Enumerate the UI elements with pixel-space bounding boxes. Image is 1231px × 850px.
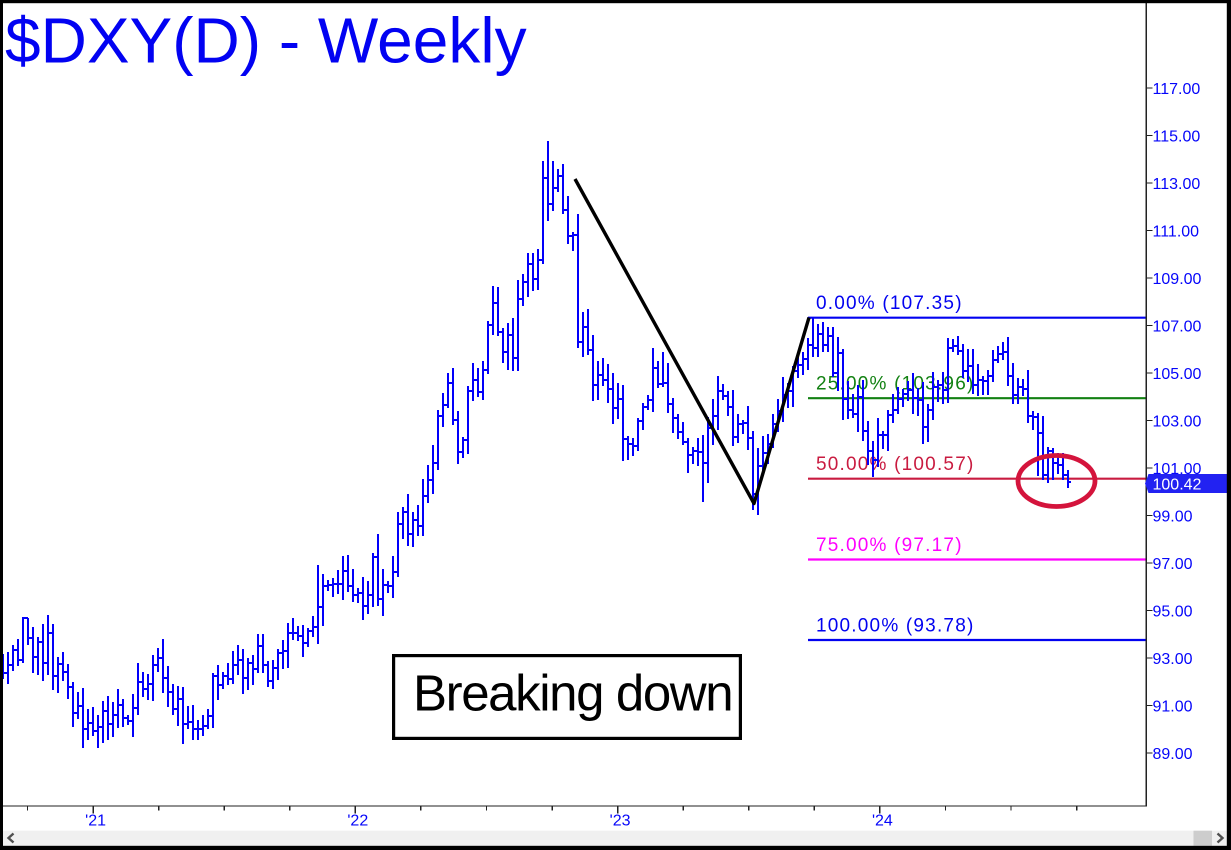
svg-text:115.00: 115.00 <box>1153 128 1201 145</box>
svg-text:100.42: 100.42 <box>1153 476 1202 493</box>
svg-text:99.00: 99.00 <box>1153 508 1193 525</box>
svg-text:'21: '21 <box>85 813 106 830</box>
svg-text:105.00: 105.00 <box>1153 366 1202 383</box>
svg-text:93.00: 93.00 <box>1153 651 1193 668</box>
svg-text:97.00: 97.00 <box>1153 556 1193 573</box>
svg-text:0.00% (107.35): 0.00% (107.35) <box>816 293 963 314</box>
svg-text:113.00: 113.00 <box>1153 176 1201 193</box>
svg-text:$DXY(D) - Weekly: $DXY(D) - Weekly <box>5 5 527 77</box>
svg-text:117.00: 117.00 <box>1153 81 1201 98</box>
svg-text:109.00: 109.00 <box>1153 271 1202 288</box>
svg-text:103.00: 103.00 <box>1153 413 1202 430</box>
svg-text:100.00% (93.78): 100.00% (93.78) <box>816 615 975 636</box>
svg-text:'22: '22 <box>347 813 368 830</box>
svg-text:91.00: 91.00 <box>1153 698 1193 715</box>
svg-text:'23: '23 <box>610 813 631 830</box>
svg-text:95.00: 95.00 <box>1153 603 1193 620</box>
svg-text:50.00% (100.57): 50.00% (100.57) <box>816 454 975 475</box>
svg-text:Breaking down: Breaking down <box>413 665 732 722</box>
svg-text:111.00: 111.00 <box>1153 223 1200 240</box>
svg-text:101.00: 101.00 <box>1153 461 1202 478</box>
svg-text:'24: '24 <box>872 813 893 830</box>
svg-text:75.00% (97.17): 75.00% (97.17) <box>816 535 963 556</box>
svg-text:25.00% (103.96): 25.00% (103.96) <box>816 374 975 395</box>
svg-text:89.00: 89.00 <box>1153 746 1193 763</box>
svg-text:107.00: 107.00 <box>1153 318 1202 335</box>
